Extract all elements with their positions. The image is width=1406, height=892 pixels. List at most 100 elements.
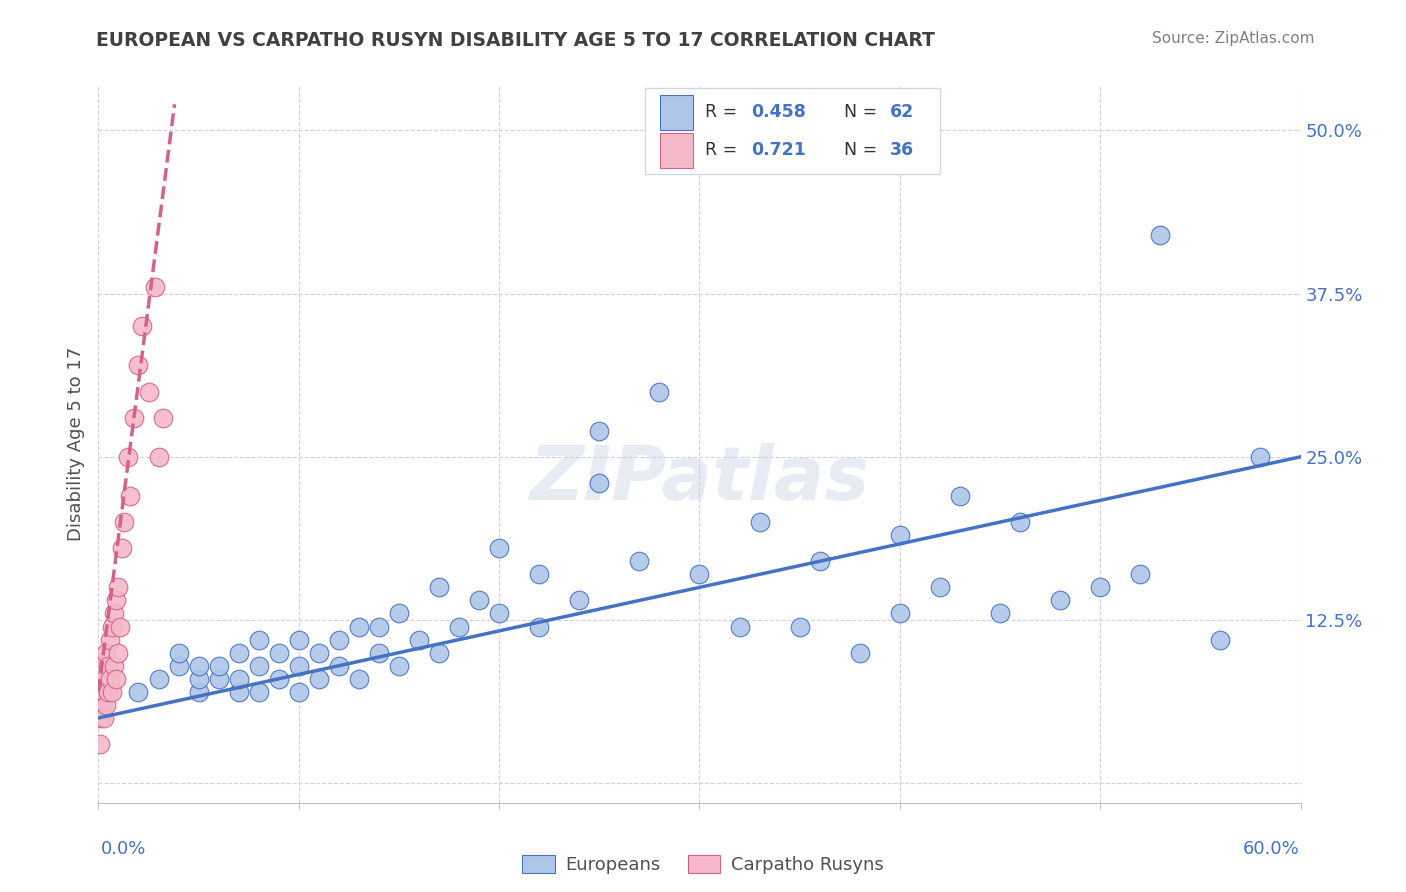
Point <box>107 646 129 660</box>
Point <box>208 658 231 673</box>
Point <box>789 619 811 633</box>
Point <box>101 619 124 633</box>
Point <box>488 541 510 556</box>
Point <box>89 685 111 699</box>
Point <box>849 646 872 660</box>
Point <box>588 424 610 438</box>
Point <box>97 685 120 699</box>
Point <box>688 567 710 582</box>
Y-axis label: Disability Age 5 to 17: Disability Age 5 to 17 <box>66 347 84 541</box>
Point <box>447 619 470 633</box>
Point <box>748 515 770 529</box>
Point <box>187 685 209 699</box>
Point <box>267 672 290 686</box>
Point <box>427 646 450 660</box>
Point <box>388 607 411 621</box>
Point <box>228 646 250 660</box>
FancyBboxPatch shape <box>659 133 693 168</box>
Point <box>89 711 111 725</box>
Point <box>568 593 591 607</box>
Point <box>120 489 142 503</box>
Point <box>91 685 114 699</box>
Point <box>138 384 160 399</box>
Point <box>368 646 391 660</box>
Point <box>929 581 952 595</box>
Point <box>114 515 136 529</box>
Point <box>529 567 551 582</box>
Point <box>89 737 111 751</box>
Point <box>588 475 610 490</box>
Text: 0.721: 0.721 <box>751 141 806 160</box>
Point <box>288 658 311 673</box>
Point <box>101 685 124 699</box>
Point <box>100 632 122 647</box>
Point <box>93 685 115 699</box>
Point <box>91 658 114 673</box>
Text: 0.0%: 0.0% <box>101 840 146 858</box>
Point <box>131 319 153 334</box>
Point <box>427 581 450 595</box>
Text: 36: 36 <box>890 141 914 160</box>
Point <box>128 685 150 699</box>
Point <box>247 658 270 673</box>
Point <box>949 489 972 503</box>
Text: R =: R = <box>706 141 744 160</box>
Text: R =: R = <box>706 103 744 121</box>
Text: 0.458: 0.458 <box>751 103 806 121</box>
Point <box>228 672 250 686</box>
Point <box>328 632 350 647</box>
Point <box>187 658 209 673</box>
Point <box>628 554 651 568</box>
Point <box>328 658 350 673</box>
Point <box>111 541 134 556</box>
Legend: Europeans, Carpatho Rusyns: Europeans, Carpatho Rusyns <box>522 855 884 874</box>
Point <box>368 619 391 633</box>
Point <box>648 384 671 399</box>
Point <box>89 672 111 686</box>
Point <box>1250 450 1272 464</box>
Point <box>103 658 125 673</box>
Text: EUROPEAN VS CARPATHO RUSYN DISABILITY AGE 5 TO 17 CORRELATION CHART: EUROPEAN VS CARPATHO RUSYN DISABILITY AG… <box>96 31 935 50</box>
Point <box>1088 581 1111 595</box>
Point <box>152 410 174 425</box>
Point <box>808 554 831 568</box>
Text: Source: ZipAtlas.com: Source: ZipAtlas.com <box>1152 31 1315 46</box>
Point <box>1049 593 1071 607</box>
Text: 62: 62 <box>890 103 914 121</box>
Text: 60.0%: 60.0% <box>1243 840 1299 858</box>
Point <box>124 410 146 425</box>
Point <box>148 672 170 686</box>
Point <box>96 646 118 660</box>
Point <box>267 646 290 660</box>
Text: N =: N = <box>844 103 883 121</box>
Point <box>288 632 311 647</box>
Point <box>308 672 330 686</box>
Point <box>167 646 190 660</box>
Point <box>468 593 491 607</box>
Point <box>408 632 430 647</box>
Point <box>728 619 751 633</box>
Point <box>889 607 911 621</box>
Point <box>97 658 120 673</box>
Text: ZIPatlas: ZIPatlas <box>530 443 869 516</box>
Point <box>148 450 170 464</box>
Point <box>347 619 370 633</box>
Point <box>247 685 270 699</box>
Point <box>308 646 330 660</box>
Point <box>529 619 551 633</box>
Point <box>1209 632 1232 647</box>
FancyBboxPatch shape <box>659 95 693 129</box>
Point <box>1010 515 1032 529</box>
Point <box>105 672 128 686</box>
Point <box>988 607 1011 621</box>
Point <box>117 450 139 464</box>
Point <box>103 607 125 621</box>
Point <box>1149 227 1171 242</box>
Point <box>91 698 114 712</box>
Point <box>347 672 370 686</box>
Point <box>889 528 911 542</box>
Point <box>288 685 311 699</box>
Point <box>100 672 122 686</box>
Point <box>105 593 128 607</box>
Point <box>388 658 411 673</box>
